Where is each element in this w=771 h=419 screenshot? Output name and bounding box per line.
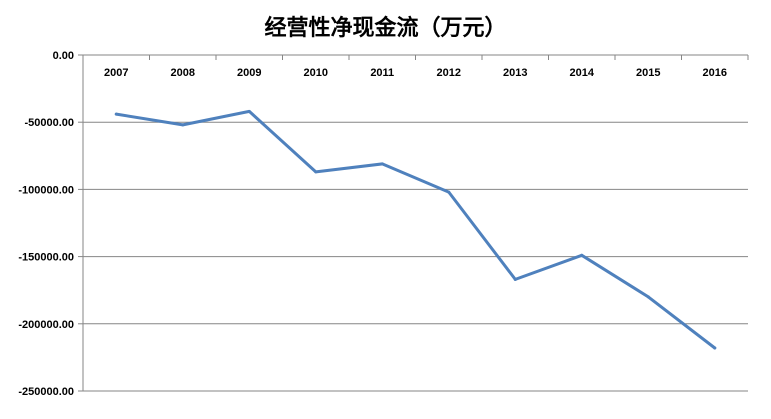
x-tick-label: 2012 [437,67,461,79]
y-tick-label: 0.00 [53,50,74,62]
series-line [114,109,717,350]
data-point [380,162,384,166]
data-point [580,253,584,257]
x-tick-label: 2015 [636,67,660,79]
data-point [513,277,517,281]
data-point [114,112,118,116]
y-tick-label: -100000.00 [18,184,74,196]
x-tick-label: 2016 [703,67,727,79]
data-point [713,346,717,350]
x-tick-label: 2014 [570,67,595,79]
x-tick-label: 2008 [171,67,195,79]
y-tick-label: -50000.00 [24,117,74,129]
x-tick-label: 2010 [304,67,328,79]
x-tick-label: 2009 [237,67,261,79]
data-point [314,170,318,174]
x-tick-label: 2011 [370,67,394,79]
chart-title: 经营性净现金流（万元） [264,16,507,41]
x-tick-label: 2013 [503,67,527,79]
x-tick-label: 2007 [104,67,128,79]
data-point [447,190,451,194]
y-tick-label: -150000.00 [18,252,74,264]
data-point [181,123,185,127]
data-point [646,295,650,299]
y-tick-label: -250000.00 [18,386,74,398]
y-tick-label: -200000.00 [18,319,74,331]
data-point [247,109,251,113]
